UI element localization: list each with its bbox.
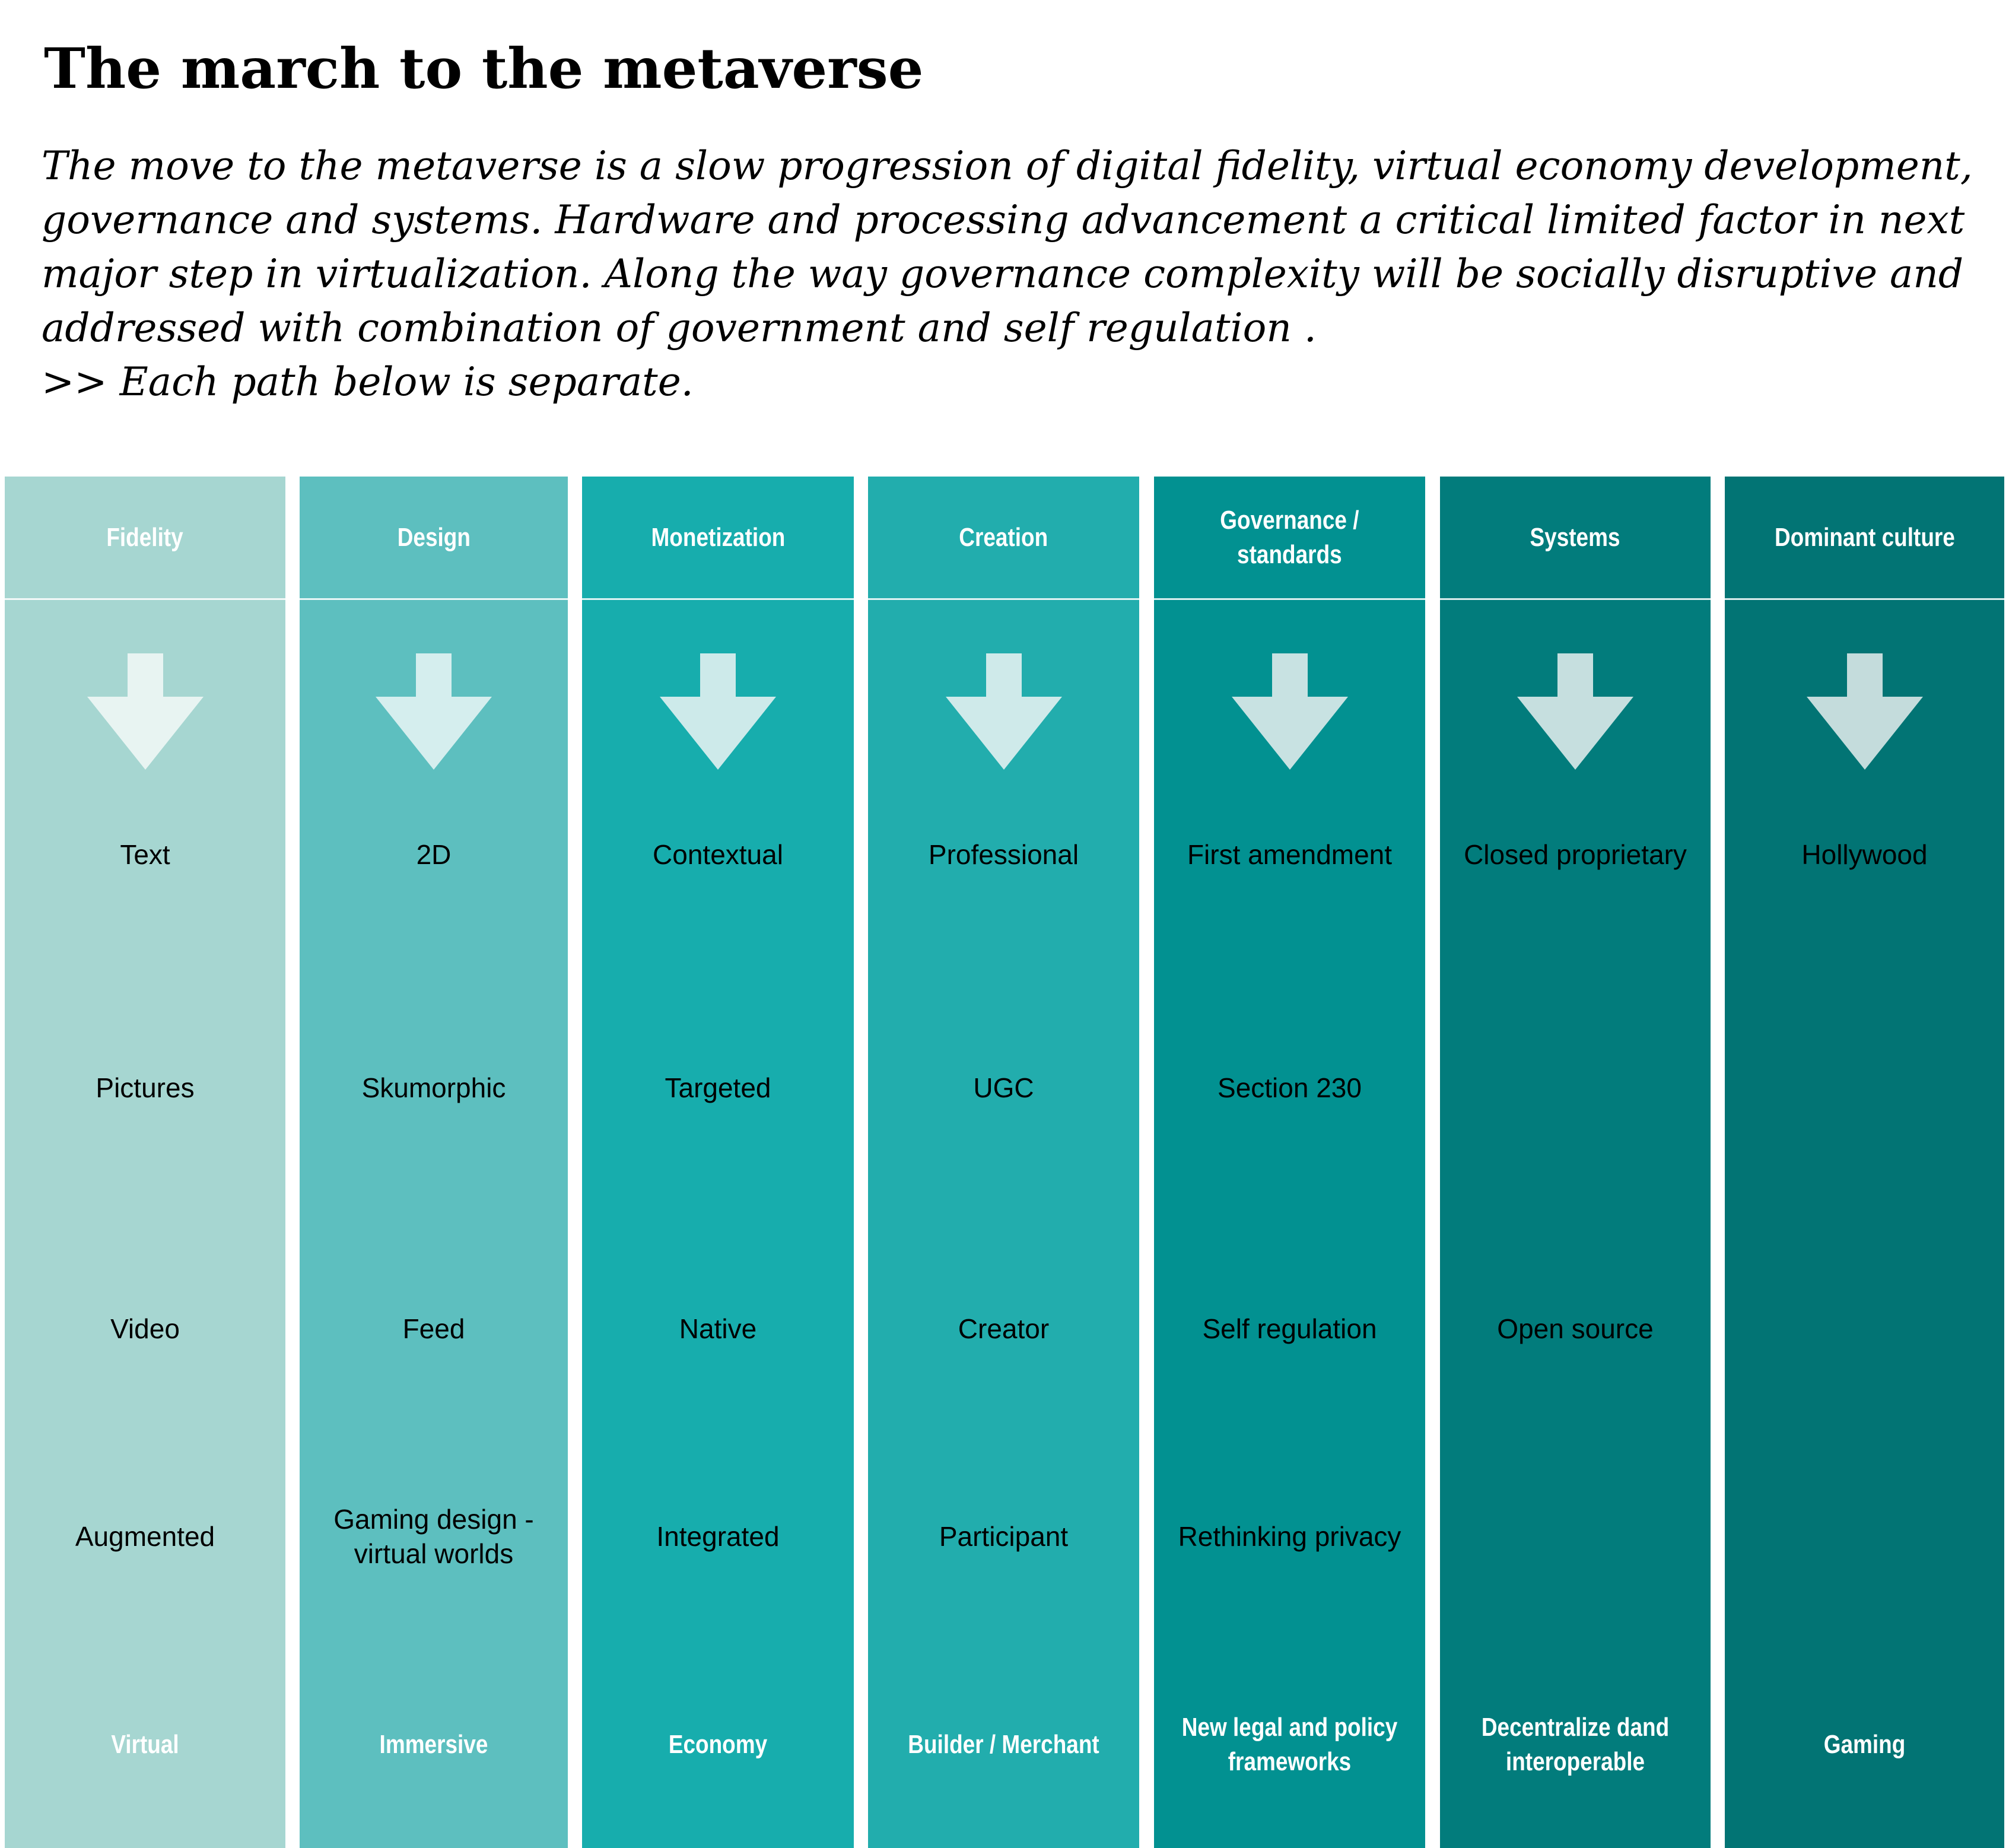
column-outcome-label: New legal and policy frameworks — [1181, 1713, 1398, 1776]
column-creation: Creation Professional UGC Creator Participan… — [868, 477, 1139, 1848]
column-monetization: Monetization Contextual Targeted Native Inte… — [582, 477, 854, 1848]
column-design: Design 2D Skumorphic Feed Gaming design - vi… — [300, 477, 568, 1848]
column-header-label: Fidelity — [106, 522, 184, 552]
column-header: Fidelity — [5, 477, 285, 600]
column-outcome-label: Decentralize dand interoperable — [1481, 1713, 1670, 1776]
stage-label: Gaming design - virtual worlds — [333, 1504, 534, 1569]
stage-label: Integrated — [656, 1521, 780, 1552]
column-header: Systems — [1440, 477, 1711, 600]
column-outcome-label: Economy — [668, 1730, 768, 1759]
stage-label: Pictures — [96, 1072, 195, 1103]
intro-body: The move to the metaverse is a slow prog… — [42, 143, 1973, 351]
column-header: Monetization — [582, 477, 854, 600]
column-outcome: Economy — [582, 1728, 854, 1762]
column-outcome-label: Immersive — [379, 1730, 488, 1759]
stage-label: Augmented — [75, 1521, 215, 1552]
stage-label: Rethinking privacy — [1178, 1521, 1401, 1552]
column-outcome-label: Gaming — [1823, 1730, 1906, 1759]
arrow-down-icon — [660, 653, 776, 770]
column-outcome: Decentralize dand interoperable — [1440, 1710, 1711, 1779]
column-outcome: Gaming — [1725, 1728, 2004, 1762]
stage-label: Native — [679, 1313, 757, 1344]
column-header-label: Governance / standards — [1220, 505, 1359, 569]
column-header-label: Dominant culture — [1774, 522, 1955, 552]
column-fidelity: Fidelity Text Pictures Video Augmented Virtua… — [5, 477, 285, 1848]
stage-label: Hollywood — [1801, 839, 1928, 870]
arrow-down-icon — [87, 653, 204, 770]
column-header-label: Systems — [1530, 522, 1621, 552]
stage-label: Section 230 — [1218, 1072, 1362, 1103]
column-outcome: New legal and policy frameworks — [1154, 1710, 1425, 1779]
stage-label: UGC — [973, 1072, 1034, 1103]
intro-text: The move to the metaverse is a slow prog… — [42, 139, 1976, 409]
column-dominant-culture: Dominant culture Hollywood Gaming — [1725, 477, 2004, 1848]
column-header: Design — [300, 477, 568, 600]
stage-label: Targeted — [665, 1072, 771, 1103]
stage-label: Video — [110, 1313, 180, 1344]
column-outcome-label: Virtual — [111, 1730, 179, 1759]
column-systems: Systems Closed proprietary Open source Dece… — [1440, 477, 1711, 1848]
arrow-down-icon — [1231, 653, 1348, 770]
arrow-down-icon — [1806, 653, 1923, 770]
stage-label: Professional — [928, 839, 1079, 870]
column-header: Governance / standards — [1154, 477, 1425, 600]
stage-label: Feed — [402, 1313, 465, 1344]
page-title: The march to the metaverse — [44, 36, 924, 101]
column-governance-standards: Governance / standards First amendment Sec… — [1154, 477, 1425, 1848]
stage-label: Contextual — [653, 839, 783, 870]
stage-label: Creator — [958, 1313, 1050, 1344]
column-outcome: Builder / Merchant — [868, 1728, 1139, 1762]
stage-label: 2D — [416, 839, 452, 870]
stage-label: Text — [120, 839, 170, 870]
arrow-down-icon — [1517, 653, 1633, 770]
arrow-down-icon — [376, 653, 492, 770]
column-outcome-label: Builder / Merchant — [908, 1730, 1099, 1759]
stage-label: Closed proprietary — [1464, 839, 1687, 870]
column-header: Dominant culture — [1725, 477, 2004, 600]
stage-label: Open source — [1497, 1313, 1654, 1344]
stage-label: Self regulation — [1202, 1313, 1377, 1344]
intro-note: >> Each path below is separate. — [42, 359, 694, 405]
column-header-label: Design — [397, 522, 471, 552]
path-columns: Fidelity Text Pictures Video Augmented Virtua… — [0, 477, 2009, 1848]
column-outcome: Immersive — [300, 1728, 568, 1762]
column-header-label: Creation — [959, 522, 1048, 552]
column-outcome: Virtual — [5, 1728, 285, 1762]
column-header-label: Monetization — [651, 522, 785, 552]
stage-label: First amendment — [1187, 839, 1393, 870]
arrow-down-icon — [945, 653, 1062, 770]
stage-label: Skumorphic — [361, 1072, 506, 1103]
column-header: Creation — [868, 477, 1139, 600]
stage-label: Participant — [939, 1521, 1069, 1552]
